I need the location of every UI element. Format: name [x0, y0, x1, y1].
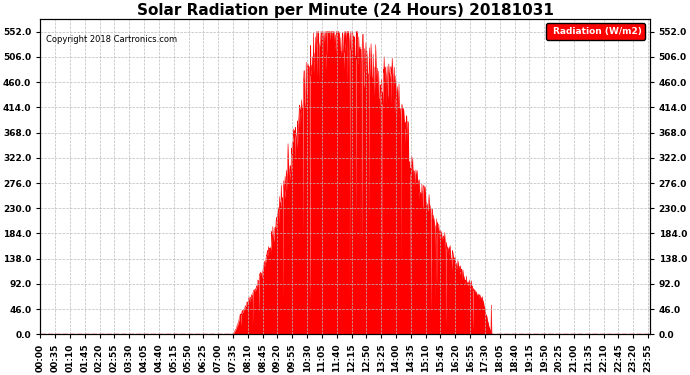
Title: Solar Radiation per Minute (24 Hours) 20181031: Solar Radiation per Minute (24 Hours) 20… [137, 3, 553, 18]
Legend: Radiation (W/m2): Radiation (W/m2) [546, 24, 645, 40]
Text: Copyright 2018 Cartronics.com: Copyright 2018 Cartronics.com [46, 35, 177, 44]
